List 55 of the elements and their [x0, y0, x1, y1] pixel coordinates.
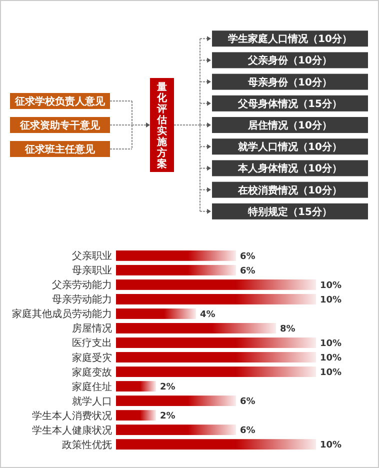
- data-label: 4%: [200, 310, 216, 320]
- bar: [116, 366, 316, 377]
- y-tick-label: 家庭变故: [72, 366, 112, 378]
- data-label: 10%: [320, 368, 342, 378]
- y-tick-label: 房屋情况: [72, 322, 112, 335]
- data-label: 2%: [160, 382, 176, 392]
- data-label: 10%: [320, 295, 342, 306]
- y-tick-label: 家庭其他成员劳动能力: [12, 308, 112, 320]
- y-tick-label: 母亲劳动能力: [52, 294, 112, 306]
- y-tick-label: 家庭受灾: [72, 352, 112, 364]
- data-label: 6%: [240, 252, 256, 262]
- category-label: 父亲身份（10分）: [247, 54, 332, 67]
- category-label: 父母身体情况（15分）: [237, 98, 342, 110]
- bar: [116, 294, 316, 304]
- y-tick-label: 父亲劳动能力: [52, 279, 112, 292]
- data-label: 8%: [280, 324, 296, 334]
- data-label: 10%: [320, 353, 342, 364]
- data-label: 6%: [240, 266, 256, 276]
- y-tick-label: 家庭住址: [72, 380, 112, 393]
- bar: [116, 410, 156, 421]
- y-tick-label: 学生本人消费状况: [32, 410, 112, 422]
- bar: [116, 338, 316, 348]
- bar: [116, 396, 236, 406]
- category-label: 就学人口情况（10分）: [237, 141, 342, 154]
- bar: [116, 264, 236, 276]
- data-label: 2%: [160, 411, 176, 422]
- y-tick-label: 父亲职业: [72, 250, 112, 262]
- bar: [116, 250, 236, 261]
- data-label: 10%: [320, 280, 342, 291]
- category-label: 在校消费情况（10分）: [237, 184, 342, 196]
- category-label: 本人身体情况（10分）: [237, 162, 342, 175]
- data-label: 10%: [320, 338, 342, 349]
- bar: [116, 424, 236, 436]
- bar: [116, 323, 276, 334]
- category-label: 特别规定（15分）: [247, 206, 332, 218]
- category-label: 居住情况（10分）: [247, 120, 332, 132]
- bar: [116, 352, 316, 362]
- y-tick-label: 就学人口: [72, 395, 112, 408]
- data-label: 10%: [320, 440, 342, 450]
- y-tick-label: 学生本人健康状况: [32, 424, 112, 436]
- text: 征求资助专干意见: [19, 120, 101, 132]
- category-label: 母亲身份（10分）: [247, 76, 332, 88]
- text: 征求班主任意见: [24, 144, 96, 156]
- y-tick-label: 医疗支出: [72, 337, 112, 350]
- text: 征求学校负责人意见: [14, 96, 106, 108]
- y-tick-label: 母亲职业: [72, 264, 112, 277]
- bar: [116, 308, 196, 319]
- bar: [116, 439, 316, 450]
- category-label: 学生家庭人口情况（10分）: [228, 33, 352, 46]
- data-label: 6%: [240, 426, 256, 436]
- y-tick-label: 政策性优抚: [62, 438, 112, 451]
- data-label: 6%: [240, 396, 256, 407]
- bar: [116, 381, 156, 392]
- bar: [116, 279, 316, 290]
- text: 量化评估实施方案: [156, 81, 168, 170]
